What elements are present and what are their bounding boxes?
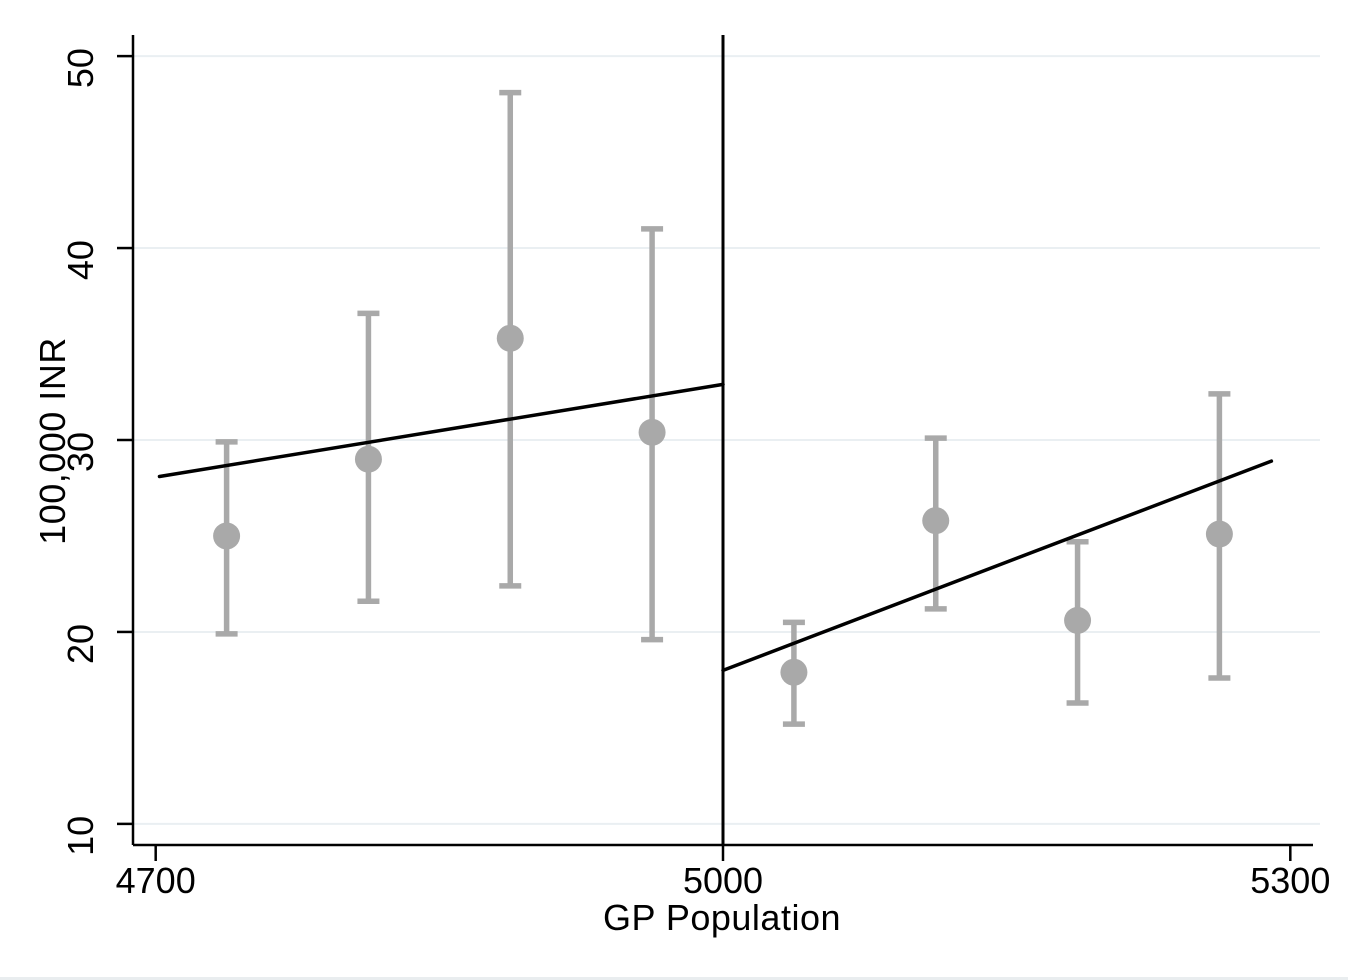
fit-line-left-of-cutoff-fit [157, 382, 725, 479]
data-point [1205, 520, 1233, 548]
data-point [638, 418, 666, 446]
x-tick-label: 5300 [1250, 860, 1330, 901]
y-tick-label: 10 [60, 816, 101, 856]
y-tick-label: 50 [60, 48, 101, 88]
data-point [354, 445, 382, 473]
y-axis-title: 100,000 INR [32, 337, 73, 545]
data-point [496, 324, 524, 352]
bottom-edge-strip [0, 977, 1348, 980]
fit-line-right-of-cutoff-fit [721, 459, 1274, 673]
x-tick-label: 4700 [116, 860, 196, 901]
data-point [922, 507, 950, 535]
x-tick-label: 5000 [683, 860, 763, 901]
y-tick-label: 40 [60, 240, 101, 280]
y-tick-label: 20 [60, 624, 101, 664]
data-point [213, 522, 241, 550]
data-point [780, 658, 808, 686]
y-tick-label: 30 [60, 432, 101, 472]
data-point [1064, 606, 1092, 634]
x-axis-title: GP Population [602, 897, 842, 938]
